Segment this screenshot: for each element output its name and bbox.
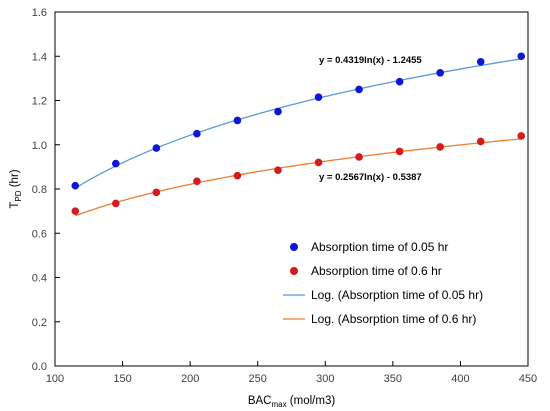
y-tick-label: 1.2 — [32, 96, 47, 108]
series-1-point — [476, 57, 485, 66]
legend-label: Absorption time of 0.6 hr — [311, 264, 442, 278]
series-1-point — [436, 69, 444, 77]
series-1-point — [395, 77, 404, 86]
y-tick-label: 1.4 — [32, 51, 47, 63]
series-1-point — [314, 93, 323, 101]
x-tick-label: 200 — [181, 373, 199, 385]
series-1-point — [193, 129, 201, 138]
x-axis-title: BACmax (mol/m3) — [248, 395, 336, 409]
y-tick-label: 0.0 — [32, 361, 47, 373]
series-2-point — [517, 132, 526, 140]
y-tick-label: 1.0 — [32, 140, 47, 152]
series-1-point — [274, 107, 282, 116]
series-1-point — [233, 116, 242, 125]
series-2-point — [233, 171, 242, 180]
x-tick-label: 100 — [46, 373, 64, 385]
series-2-point — [395, 147, 404, 156]
plot-area: 100 150 200 250 300 350 400 450 0.0 0.2 0.4 0.6 0.8 1… — [9, 7, 537, 409]
series-2-point — [71, 207, 80, 215]
series-2-point — [314, 158, 323, 167]
x-tick-label: 300 — [316, 373, 334, 385]
series-2-point — [112, 199, 120, 208]
series-2-point — [152, 188, 161, 197]
legend-marker — [290, 243, 298, 251]
series-1-point — [152, 144, 161, 152]
x-tick-label: 450 — [519, 373, 537, 385]
series-1-point — [355, 85, 363, 94]
y-tick-label: 0.8 — [32, 184, 47, 196]
series-2-point — [476, 137, 485, 146]
x-tick-label: 400 — [451, 373, 469, 385]
trendline-2 — [75, 137, 524, 217]
series-1-point — [517, 52, 526, 61]
legend-label: Log. (Absorption time of 0.6 hr) — [311, 312, 476, 326]
series-2-point — [436, 143, 444, 151]
trendline-equation-1: y = 0.4319ln(x) - 1.2455 — [319, 55, 422, 66]
y-tick-label: 0.4 — [32, 273, 47, 285]
legend-marker — [290, 267, 298, 275]
trendline-equation-2: y = 0.2567ln(x) - 0.5387 — [319, 172, 422, 183]
x-tick-label: 350 — [384, 373, 402, 385]
y-axis-title: TPD (hr) — [9, 169, 23, 208]
series-2-point — [355, 153, 363, 161]
trendline-1 — [74, 57, 524, 189]
legend-label: Log. (Absorption time of 0.05 hr) — [311, 288, 483, 302]
series-2-point — [274, 166, 282, 174]
y-tick-label: 1.6 — [32, 7, 47, 19]
y-tick-label: 0.2 — [32, 317, 47, 329]
x-tick-label: 150 — [113, 373, 131, 385]
y-tick-label: 0.6 — [32, 228, 47, 240]
series-2-point — [193, 177, 201, 186]
x-tick-label: 250 — [249, 373, 267, 385]
series-1-point — [71, 181, 80, 190]
series-1-point — [112, 159, 120, 168]
legend-label: Absorption time of 0.05 hr — [311, 240, 448, 254]
